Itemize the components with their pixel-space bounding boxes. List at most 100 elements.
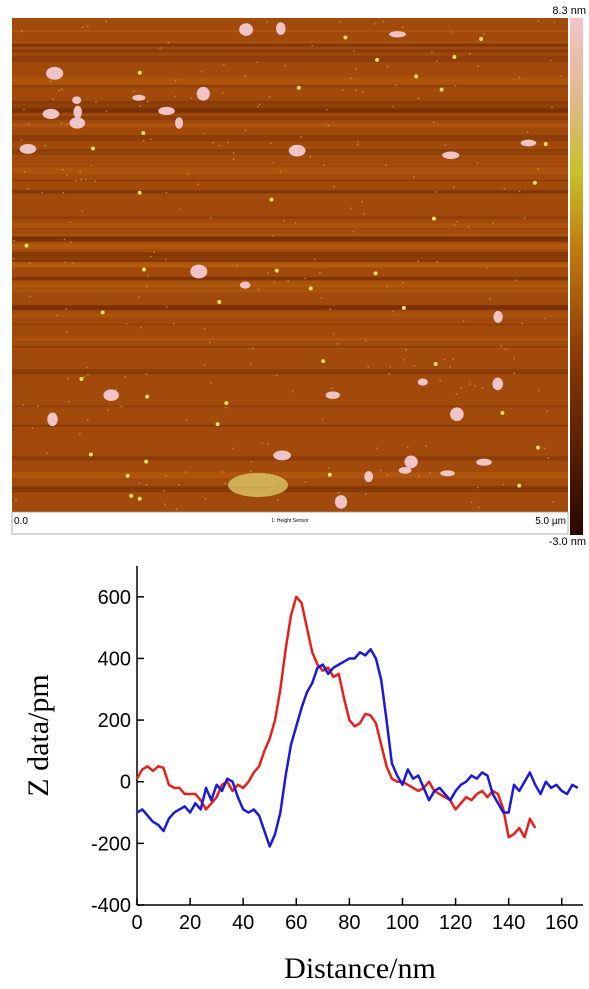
strand-dot xyxy=(394,84,397,87)
strand-dot xyxy=(138,482,141,484)
color-bar xyxy=(570,18,583,535)
scan-line xyxy=(12,347,568,350)
strand-dot xyxy=(66,331,68,333)
particle xyxy=(364,471,374,483)
strand-dot xyxy=(41,191,44,194)
strand-dot xyxy=(455,393,458,395)
strand-dot xyxy=(502,483,505,486)
strand-dot xyxy=(244,75,247,78)
strand-dot xyxy=(503,187,506,190)
strand-dot xyxy=(149,255,152,258)
scan-line xyxy=(12,456,568,461)
strand-dot xyxy=(504,348,507,351)
particle xyxy=(125,473,130,478)
particle xyxy=(417,378,428,386)
strand-dot xyxy=(481,387,484,389)
strand-dot xyxy=(546,410,549,413)
strand-dot xyxy=(385,164,387,166)
scan-line xyxy=(12,285,568,293)
strand-dot xyxy=(364,339,367,342)
strand-dot xyxy=(80,178,83,181)
strand-dot xyxy=(449,365,452,368)
strand-dot xyxy=(142,139,145,142)
z-min-label: -3.0 nm xyxy=(549,536,586,548)
strand-dot xyxy=(352,49,355,52)
particle xyxy=(129,493,134,498)
strand-dot xyxy=(402,358,405,361)
particle xyxy=(239,281,251,289)
strand-dot xyxy=(75,179,78,182)
strand-dot xyxy=(513,372,516,375)
strand-dot xyxy=(434,191,437,193)
strand-dot xyxy=(31,427,34,430)
particle xyxy=(296,85,301,90)
scan-line xyxy=(12,108,568,114)
channel-label: 1: Height Sensor xyxy=(271,518,309,524)
strand-dot xyxy=(361,200,363,203)
strand-dot xyxy=(52,98,54,101)
strand-dot xyxy=(327,466,330,469)
strand-dot xyxy=(203,328,206,330)
strand-dot xyxy=(86,25,89,28)
particle xyxy=(433,361,438,366)
strand-dot xyxy=(276,498,279,501)
y-tick-label: 200 xyxy=(98,710,131,732)
particle xyxy=(517,483,522,488)
strand-dot xyxy=(329,308,332,311)
scan-line xyxy=(12,323,568,326)
strand-dot xyxy=(85,366,88,369)
strand-dot xyxy=(83,376,86,378)
particle xyxy=(288,144,306,157)
particle xyxy=(520,139,537,147)
strand-dot xyxy=(258,103,261,106)
scan-line xyxy=(12,134,568,142)
y-tick-label: -400 xyxy=(91,895,131,917)
strand-dot xyxy=(518,190,521,193)
strand-dot xyxy=(332,333,335,336)
particle xyxy=(452,54,457,59)
strand-dot xyxy=(87,373,89,376)
strand-dot xyxy=(313,258,316,260)
strand-dot xyxy=(304,481,307,484)
strand-dot xyxy=(222,63,225,66)
strand-dot xyxy=(523,216,526,219)
strand-dot xyxy=(227,141,230,144)
strand-dot xyxy=(22,404,25,407)
strand-dot xyxy=(232,447,234,450)
strand-dot xyxy=(330,387,333,390)
strand-dot xyxy=(66,123,69,125)
series-line xyxy=(135,595,537,839)
strand-dot xyxy=(333,185,335,188)
strand-dot xyxy=(138,296,141,299)
strand-dot xyxy=(336,342,339,345)
strand-dot xyxy=(321,418,324,421)
strand-dot xyxy=(435,60,438,62)
strand-dot xyxy=(350,77,353,80)
strand-dot xyxy=(362,90,365,93)
strand-dot xyxy=(356,140,359,143)
strand-dot xyxy=(90,164,93,167)
strand-dot xyxy=(386,285,389,288)
scan-line xyxy=(12,49,568,53)
scan-line xyxy=(12,486,568,489)
strand-dot xyxy=(60,122,63,125)
strand-dot xyxy=(267,272,269,275)
scan-line xyxy=(12,223,568,228)
strand-dot xyxy=(174,95,177,98)
strand-dot xyxy=(341,89,344,92)
strand-dot xyxy=(476,486,479,489)
strand-dot xyxy=(469,383,471,386)
particle xyxy=(88,452,93,457)
strand-dot xyxy=(482,33,485,36)
scan-line xyxy=(12,281,568,288)
particle xyxy=(493,310,503,323)
strand-dot xyxy=(244,129,247,132)
strand-dot xyxy=(382,20,385,23)
scan-line xyxy=(12,190,568,194)
scan-line xyxy=(12,472,568,479)
strand-dot xyxy=(256,61,259,64)
strand-dot xyxy=(69,221,72,224)
particle xyxy=(375,57,380,62)
